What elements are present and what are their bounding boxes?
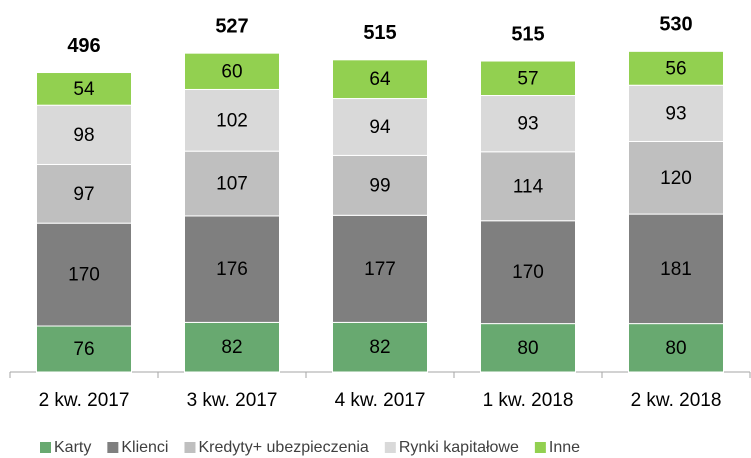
bar-segment <box>480 60 576 97</box>
bar-segment <box>332 214 428 323</box>
segment-label: 56 <box>665 58 686 79</box>
legend-label: Rynki kapitałowe <box>399 439 519 456</box>
bar-segment <box>36 163 132 224</box>
x-tick-label: 4 kw. 2017 <box>335 390 426 411</box>
total-label: 527 <box>215 15 248 37</box>
segment-label: 54 <box>73 79 95 100</box>
bar-segment <box>184 321 280 373</box>
segment-label: 181 <box>660 259 692 280</box>
x-tick-label: 2 kw. 2018 <box>631 390 722 411</box>
x-tick-label: 1 kw. 2018 <box>483 390 574 411</box>
bar-segment <box>36 325 132 373</box>
segment-label: 82 <box>369 337 390 358</box>
total-label: 515 <box>363 22 396 44</box>
segment-label: 97 <box>73 184 94 205</box>
segment-label: 98 <box>73 125 94 146</box>
segment-label: 76 <box>73 339 94 360</box>
bar-segment <box>628 213 724 325</box>
bar-segment <box>332 98 428 156</box>
segment-label: 93 <box>665 103 686 124</box>
bar-segment <box>480 151 576 222</box>
total-label: 515 <box>511 23 544 45</box>
bar-segment <box>36 222 132 327</box>
bar-segment <box>628 140 724 215</box>
segment-label: 114 <box>513 176 544 197</box>
legend-label: Kredyty+ ubezpieczenia <box>198 439 368 456</box>
bar-segment <box>36 72 132 106</box>
bar-segment <box>36 104 132 165</box>
legend-swatch <box>384 442 396 453</box>
segment-label: 93 <box>517 114 538 135</box>
segment-label: 170 <box>68 265 100 286</box>
x-tick-label: 3 kw. 2017 <box>187 390 278 411</box>
segment-label: 102 <box>216 110 248 131</box>
segment-label: 107 <box>216 174 248 195</box>
bar-segment <box>184 88 280 152</box>
bar-segment <box>332 154 428 216</box>
bar-segment <box>480 220 576 325</box>
segment-label: 80 <box>665 338 686 359</box>
bar-segment <box>184 215 280 323</box>
legend-label: Klienci <box>121 439 168 456</box>
legend-label: Karty <box>54 439 91 456</box>
bar-segment <box>332 321 428 373</box>
segment-label: 176 <box>216 259 248 280</box>
legend-swatch <box>40 442 51 453</box>
bar-segment <box>332 59 428 100</box>
segment-label: 99 <box>369 175 390 196</box>
segment-label: 82 <box>221 337 242 358</box>
legend-swatch <box>534 442 546 453</box>
segment-label: 80 <box>517 338 538 359</box>
bar-segment <box>184 52 280 90</box>
segment-label: 94 <box>369 117 391 138</box>
bar-segment <box>628 50 724 86</box>
segment-label: 57 <box>517 68 538 89</box>
segment-label: 60 <box>221 61 242 82</box>
x-tick-label: 2 kw. 2017 <box>39 390 130 411</box>
legend-label: Inne <box>549 439 580 456</box>
legend-swatch <box>184 442 196 453</box>
bar-segment <box>628 84 724 142</box>
segment-label: 177 <box>364 259 396 280</box>
total-label: 496 <box>67 35 100 57</box>
legend-swatch <box>107 442 119 453</box>
segment-label: 120 <box>660 168 692 189</box>
total-label: 530 <box>659 14 692 36</box>
bar-segment <box>184 150 280 217</box>
bar-segment <box>480 323 576 373</box>
segment-label: 170 <box>512 262 544 283</box>
segment-label: 64 <box>369 69 391 90</box>
bar-segment <box>480 95 576 153</box>
bar-segment <box>628 323 724 373</box>
